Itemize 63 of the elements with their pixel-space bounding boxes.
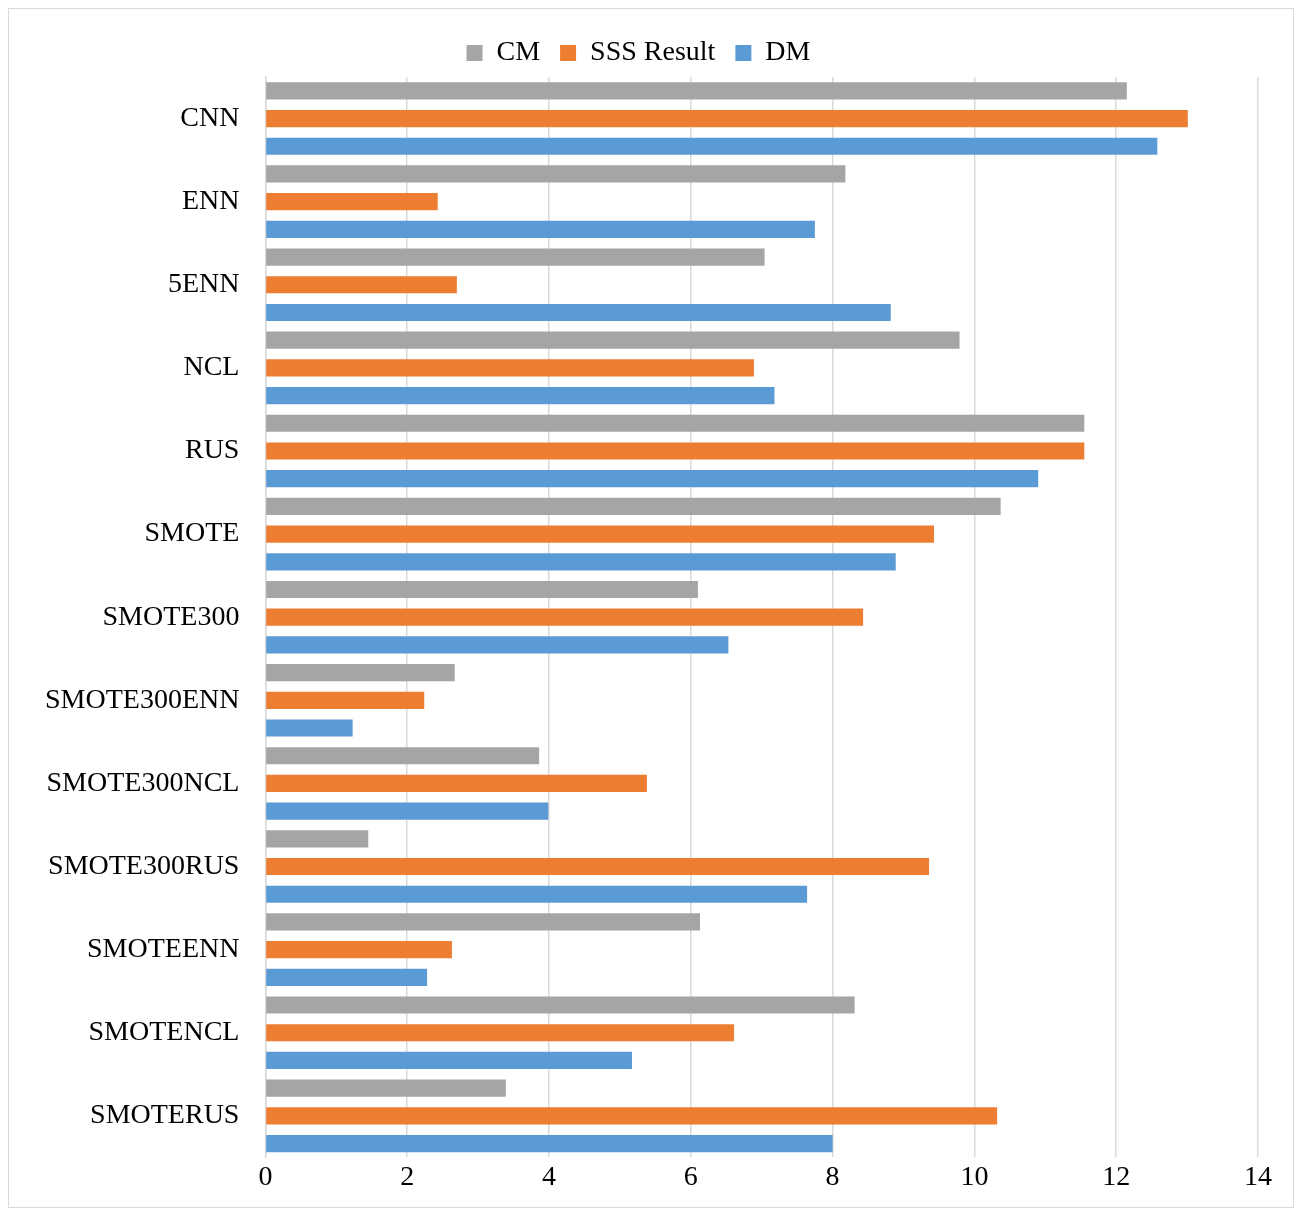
bar (266, 719, 353, 737)
bar (266, 691, 425, 709)
bar (266, 276, 457, 294)
bar (266, 359, 754, 377)
y-tick-label: SMOTENCL (88, 1015, 240, 1047)
bar (266, 82, 1127, 100)
bar (266, 747, 540, 765)
x-tick-label: 14 (1244, 1159, 1272, 1191)
bar (266, 1079, 506, 1097)
bar (266, 386, 775, 405)
x-tick-label: 12 (1102, 1159, 1131, 1191)
x-tick-label: 8 (825, 1159, 840, 1191)
y-tick-label: RUS (184, 433, 240, 465)
bar (266, 553, 896, 571)
y-tick-label: SMOTE300 (102, 599, 240, 631)
y-tick-label: ENN (181, 184, 240, 216)
bar (266, 913, 701, 931)
x-tick-label: 6 (683, 1159, 698, 1191)
bar (266, 664, 455, 682)
bar (266, 830, 369, 848)
x-tick-label: 4 (542, 1159, 557, 1191)
bar (266, 497, 1001, 515)
legend-label: SSS Result (590, 35, 716, 67)
bar (266, 996, 855, 1014)
bar (266, 248, 765, 266)
bar (266, 802, 549, 820)
bar (266, 857, 930, 876)
y-tick-label: 5ENN (167, 267, 240, 299)
bar (266, 774, 647, 792)
bar (266, 525, 934, 543)
y-tick-label: SMOTEENN (86, 931, 240, 963)
y-tick-label: SMOTE300ENN (44, 682, 240, 714)
y-tick-label: SMOTE300RUS (48, 848, 240, 880)
y-tick-label: SMOTERUS (90, 1098, 240, 1130)
bar (266, 442, 1085, 460)
y-tick-label: CNN (180, 100, 240, 132)
legend-label: DM (765, 35, 811, 67)
bar (266, 1051, 632, 1070)
x-tick-label: 10 (960, 1159, 989, 1191)
bar (266, 331, 960, 349)
bar (266, 968, 428, 986)
bar (266, 109, 1188, 128)
x-tick-label: 0 (258, 1159, 273, 1191)
bar (266, 885, 808, 903)
bar (266, 1107, 998, 1125)
bar (266, 580, 698, 599)
bar (266, 303, 891, 322)
x-tick-label: 2 (400, 1159, 415, 1191)
bar (266, 165, 846, 183)
bar (266, 1024, 735, 1042)
bar (266, 193, 438, 211)
y-tick-label: SMOTE300NCL (46, 765, 240, 797)
bar (266, 137, 1158, 155)
bar (266, 636, 729, 654)
bar (266, 220, 815, 238)
bar (266, 470, 1039, 488)
legend-label: CM (496, 35, 541, 67)
bar (266, 941, 452, 959)
bar (266, 1134, 833, 1153)
bar (266, 608, 864, 626)
bar (266, 414, 1085, 432)
y-tick-label: SMOTE (144, 516, 240, 548)
y-tick-label: NCL (183, 350, 240, 382)
